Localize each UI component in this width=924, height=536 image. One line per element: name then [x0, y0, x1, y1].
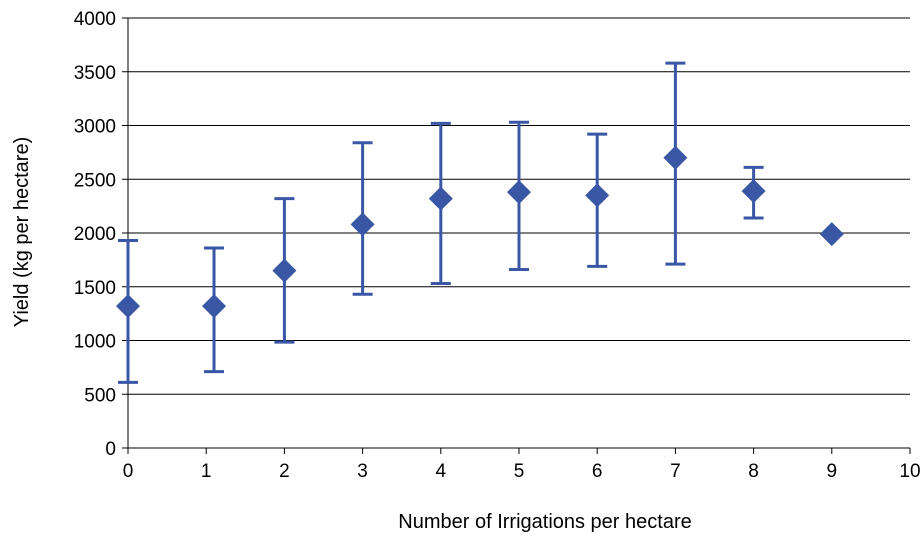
y-tick-label: 4000	[74, 9, 116, 30]
y-axis-label: Yield (kg per hectare)	[11, 137, 33, 327]
data-point	[585, 183, 610, 208]
y-tick-label: 2000	[74, 224, 116, 245]
y-tick-label: 3500	[74, 63, 116, 84]
y-tick-label: 3000	[74, 117, 116, 138]
data-point	[202, 294, 227, 319]
y-tick-label: 500	[84, 385, 116, 406]
data-point	[272, 258, 297, 283]
data-point	[350, 212, 375, 237]
x-tick-label: 3	[357, 461, 368, 482]
data-markers	[116, 145, 844, 319]
data-point	[507, 180, 531, 205]
data-point	[116, 294, 140, 319]
y-tick-label: 1000	[74, 332, 116, 353]
x-tick-label: 4	[436, 461, 447, 482]
x-tick-labels: 0 1 2 3 4 5 6 7 8 9 10	[123, 461, 921, 482]
x-tick-label: 7	[670, 461, 681, 482]
data-point	[663, 145, 688, 170]
x-tick-label: 8	[748, 461, 759, 482]
x-tick-label: 1	[201, 461, 212, 482]
y-tick-label: 2500	[74, 170, 116, 191]
y-tick-label: 0	[105, 439, 116, 460]
y-tick-label: 1500	[74, 278, 116, 299]
y-tick-labels: 0 500 1000 1500 2000 2500 3000 3500 4000	[74, 9, 116, 460]
x-tick-label: 10	[899, 461, 920, 482]
data-point	[819, 222, 844, 247]
x-tick-label: 2	[279, 461, 290, 482]
data-point	[428, 186, 453, 211]
x-tick-label: 0	[123, 461, 134, 482]
error-bars	[118, 61, 764, 384]
x-tick-label: 9	[827, 461, 838, 482]
x-axis-label: Number of Irrigations per hectare	[398, 511, 691, 533]
data-point	[741, 179, 766, 204]
axes	[122, 17, 911, 454]
x-tick-label: 5	[514, 461, 525, 482]
x-tick-label: 6	[592, 461, 603, 482]
